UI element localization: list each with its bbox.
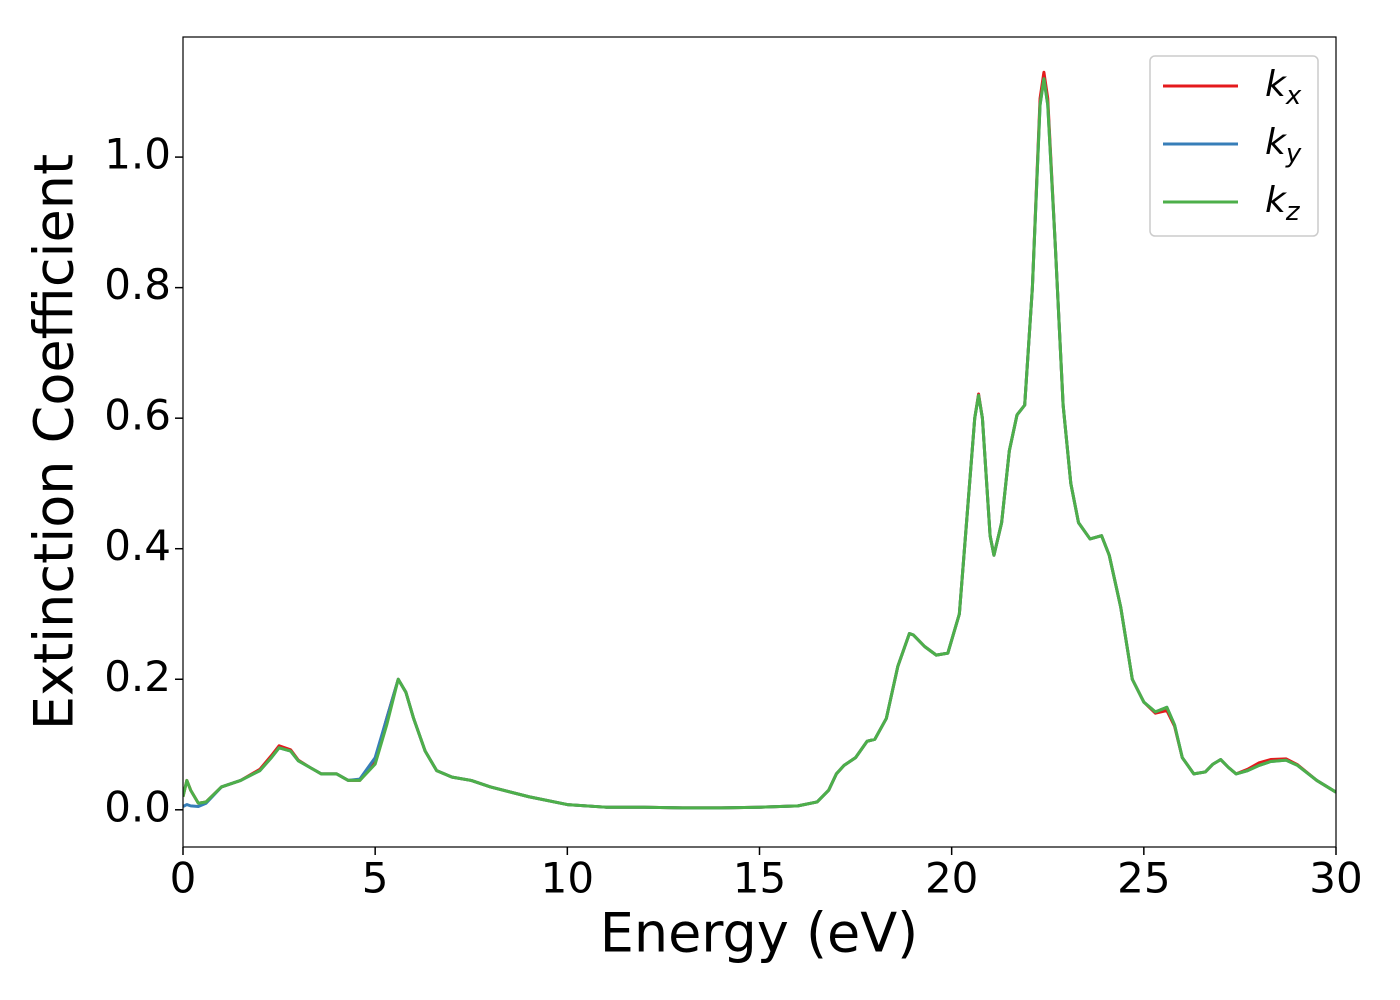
y-tick-label: 0.6 xyxy=(104,391,171,440)
series-line xyxy=(183,77,1336,810)
legend-label: kx xyxy=(1265,64,1302,111)
legend-label-base: k xyxy=(1265,122,1288,163)
y-tick-label: 0.8 xyxy=(104,260,171,309)
x-tick-label: 0 xyxy=(170,854,197,903)
legend-label: ky xyxy=(1265,122,1302,169)
y-tick-label: 1.0 xyxy=(104,130,171,179)
x-tick-label: 15 xyxy=(733,854,786,903)
legend-label-base: k xyxy=(1265,180,1288,221)
y-axis-label: Extinction Coefficient xyxy=(23,154,86,730)
legend-label-sub: z xyxy=(1285,197,1301,227)
legend-box xyxy=(1149,55,1319,237)
x-axis-label: Energy (eV) xyxy=(600,902,919,965)
x-tick-label: 20 xyxy=(925,854,978,903)
x-tick-label: 5 xyxy=(362,854,389,903)
plot-frame xyxy=(182,36,1337,848)
x-tick-label: 30 xyxy=(1309,854,1362,903)
y-tick-label: 0.0 xyxy=(104,782,171,831)
y-tick-label: 0.2 xyxy=(104,652,171,701)
legend-label-base: k xyxy=(1265,64,1288,105)
legend-label-sub: y xyxy=(1285,139,1302,169)
x-tick-label: 10 xyxy=(541,854,594,903)
x-tick-label: 25 xyxy=(1117,854,1170,903)
y-tick-label: 0.4 xyxy=(104,521,171,570)
legend-label-sub: x xyxy=(1285,81,1302,111)
legend-label: kz xyxy=(1265,180,1301,227)
